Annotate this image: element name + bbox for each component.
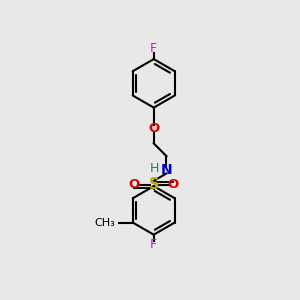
- Text: CH₃: CH₃: [95, 218, 116, 227]
- Text: O: O: [168, 178, 179, 191]
- Text: O: O: [148, 122, 159, 135]
- Text: F: F: [150, 238, 157, 251]
- Text: F: F: [150, 42, 157, 56]
- Text: N: N: [160, 163, 172, 177]
- Text: S: S: [148, 178, 159, 193]
- Text: H: H: [150, 162, 159, 175]
- Text: O: O: [128, 178, 140, 191]
